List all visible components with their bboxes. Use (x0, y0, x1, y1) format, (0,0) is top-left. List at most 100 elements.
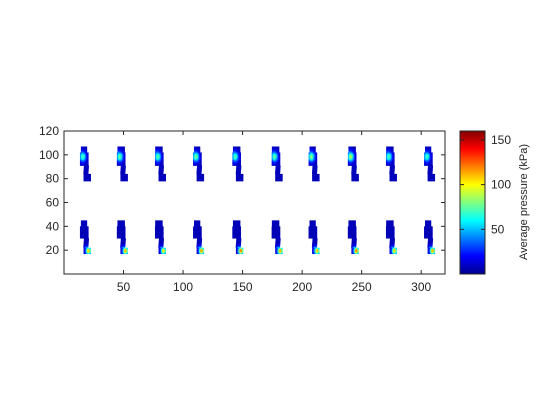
heat-cell (315, 175, 318, 177)
heat-cell (315, 179, 318, 182)
heat-cell (234, 222, 236, 225)
heat-cell (277, 154, 280, 157)
footprint (347, 146, 359, 182)
heat-cell (157, 235, 159, 238)
heat-cell (388, 163, 390, 165)
heat-cell (315, 173, 318, 176)
heat-cell (314, 237, 316, 239)
heat-cell (315, 245, 318, 247)
heat-cell (393, 228, 395, 231)
heat-cell (157, 228, 159, 231)
heat-cell (277, 146, 280, 148)
heat-cell (196, 245, 198, 247)
heat-cell (233, 235, 236, 238)
heat-cell (312, 237, 314, 239)
heat-cell (120, 247, 122, 250)
heat-cell (391, 158, 394, 160)
heat-cell (235, 148, 237, 151)
heat-cell (156, 151, 158, 153)
heat-cell (87, 163, 89, 165)
heat-cell (163, 173, 165, 176)
heat-cell (121, 148, 123, 151)
heat-cell (278, 154, 281, 157)
heat-cell (278, 245, 281, 247)
heat-cell (80, 147, 83, 150)
heat-cell (349, 146, 352, 148)
heat-cell (158, 232, 161, 234)
heat-cell (356, 178, 358, 181)
heat-cell (123, 148, 125, 151)
heat-cell (353, 238, 355, 240)
heat-cell (237, 177, 239, 179)
heat-cell (200, 240, 202, 243)
heat-cell (197, 164, 200, 166)
heat-cell (160, 252, 163, 255)
heat-cell (428, 248, 431, 251)
heat-cell (275, 172, 277, 175)
heat-cell (347, 156, 350, 158)
heat-cell (122, 251, 125, 253)
heat-cell (310, 152, 313, 154)
heat-cell (275, 150, 277, 152)
heat-cell (201, 175, 203, 177)
heat-cell (311, 222, 314, 225)
heat-cell (194, 229, 196, 232)
heat-cell (123, 146, 125, 148)
heat-cell (390, 240, 393, 243)
heat-cell (161, 165, 163, 168)
heat-cell (428, 246, 431, 249)
heat-cell (116, 157, 119, 159)
heat-cell (237, 176, 239, 178)
heat-cell (277, 176, 280, 178)
heat-cell (199, 178, 201, 181)
heat-cell (120, 170, 122, 172)
heat-cell (156, 227, 158, 230)
heat-cell (353, 148, 355, 151)
heat-cell (315, 177, 318, 179)
heat-cell (235, 170, 238, 172)
heat-cell (239, 175, 241, 177)
heat-cell (155, 146, 157, 148)
heat-cell (313, 244, 315, 246)
heat-cell (235, 228, 238, 231)
heat-cell (424, 235, 426, 238)
heat-cell (241, 252, 244, 255)
heat-cell (430, 248, 432, 251)
heat-cell (390, 179, 393, 182)
heat-cell (157, 152, 159, 154)
heat-cell (351, 239, 354, 241)
heat-cell (281, 251, 283, 253)
heat-cell (239, 233, 241, 235)
heat-cell (199, 173, 201, 176)
heat-cell (84, 240, 87, 243)
heat-cell (314, 161, 316, 164)
heat-cell (155, 222, 157, 225)
heat-cell (232, 158, 234, 160)
heat-cell (84, 234, 87, 237)
heat-cell (276, 231, 278, 233)
heat-cell (277, 148, 280, 151)
heat-cell (122, 153, 125, 156)
heat-cell (276, 150, 279, 152)
heat-cell (79, 159, 82, 162)
heat-cell (118, 148, 121, 151)
heat-cell (430, 163, 432, 165)
heat-cell (234, 153, 237, 156)
heat-cell (116, 152, 119, 154)
heat-cell (274, 232, 276, 234)
heat-cell (234, 221, 236, 224)
heat-cell (239, 243, 242, 245)
heat-cell (162, 235, 164, 238)
heat-cell (349, 164, 351, 166)
heat-cell (433, 176, 436, 178)
heat-cell (124, 243, 126, 245)
heat-cell (425, 146, 427, 148)
heat-cell (390, 147, 393, 150)
heat-cell (88, 175, 90, 177)
heat-cell (394, 177, 396, 179)
heat-cell (312, 159, 314, 162)
heat-cell (274, 231, 276, 233)
heat-cell (85, 245, 88, 247)
heat-cell (275, 179, 277, 182)
heat-cell (164, 247, 166, 250)
